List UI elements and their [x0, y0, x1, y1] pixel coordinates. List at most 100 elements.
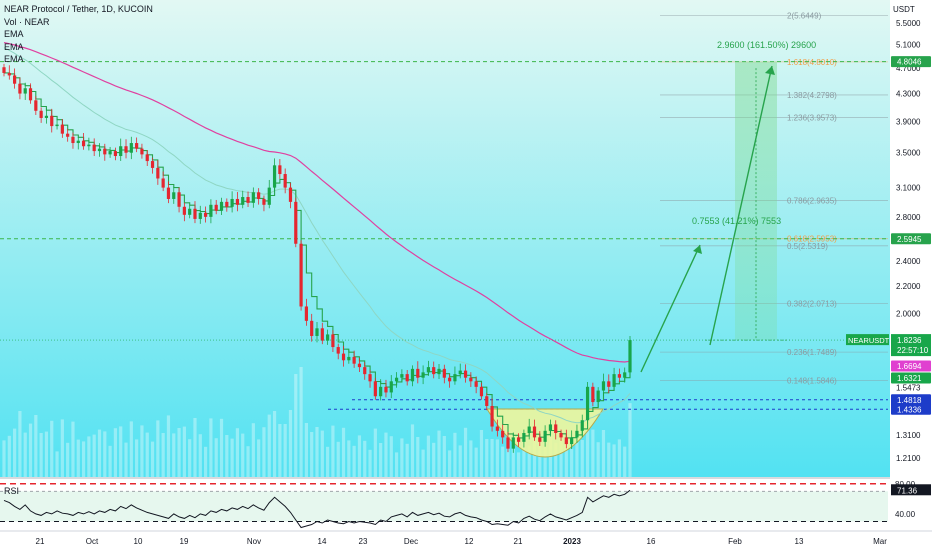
candle-body [490, 405, 494, 427]
volume-bar [501, 446, 505, 477]
price-tick-label: 4.3000 [896, 90, 921, 99]
badge-level-top-bg [891, 56, 931, 68]
volume-bar [463, 427, 468, 477]
indicator-volume[interactable]: Vol · NEAR [4, 16, 50, 27]
candle-body [564, 437, 568, 445]
candle-body [34, 100, 38, 111]
candle-body [55, 124, 59, 127]
candle-body [495, 426, 499, 431]
volume-bar [13, 428, 17, 477]
volume-bar [135, 439, 139, 477]
price-tick-label: 2.8000 [896, 213, 921, 222]
candle-body [278, 165, 282, 175]
volume-bar [591, 429, 595, 477]
volume-bar [570, 448, 574, 477]
volume-bar [389, 436, 393, 477]
price-tick-label: 1.3100 [896, 431, 921, 440]
badge-ema-slow: 1.6694 [897, 362, 922, 371]
volume-bar [2, 440, 6, 477]
time-tick-label: 2023 [563, 537, 581, 546]
volume-bar [76, 439, 80, 477]
price-tick-label: 5.5000 [896, 19, 921, 28]
candle-body [113, 151, 118, 157]
candle-body [235, 198, 240, 205]
chart-legend: NEAR Protocol / Tether, 1D, KUCOIN Vol ·… [4, 3, 153, 66]
candle-body [612, 374, 616, 387]
volume-bar [18, 411, 22, 477]
candle-body [214, 204, 218, 211]
candle-body [81, 140, 86, 147]
volume-bar [331, 425, 335, 477]
volume-bar [172, 433, 176, 477]
candle-body [341, 353, 346, 361]
rsi-label[interactable]: RSI [4, 486, 20, 496]
badge-level-top: 4.8046 [897, 58, 922, 67]
volume-bar [580, 440, 584, 477]
volume-bar [103, 431, 107, 477]
candle-body [18, 83, 22, 94]
time-tick-label: 12 [465, 537, 474, 546]
candle-body [310, 320, 314, 336]
candle-body [66, 133, 70, 137]
price-tick-label: 3.5000 [896, 149, 921, 158]
badge-countdown: 22:57:10 [897, 346, 929, 355]
volume-bar [442, 436, 446, 477]
volume-bar [617, 439, 621, 477]
time-tick-label: 16 [647, 537, 656, 546]
candle-body [50, 115, 54, 127]
volume-bar [426, 435, 431, 477]
candle-body [373, 381, 377, 397]
candle-body [219, 201, 224, 211]
candle-body [150, 161, 155, 168]
candle-body [288, 187, 293, 202]
volume-bar [559, 432, 563, 477]
volume-bar [304, 423, 308, 477]
indicator-ema-3[interactable]: EMA [4, 54, 24, 64]
volume-bar [347, 440, 351, 477]
candle-body [44, 115, 49, 118]
candle-body [400, 374, 404, 378]
volume-bar [50, 420, 54, 477]
volume-bar [352, 445, 356, 477]
price-tick-label: 5.1000 [896, 41, 921, 50]
candle-body [426, 367, 431, 373]
candle-body [384, 386, 388, 393]
candle-body [172, 192, 176, 199]
badge-level-blue-1-bg [891, 394, 931, 406]
volume-bar [527, 445, 531, 477]
candle-body [543, 430, 547, 442]
candle-body [570, 437, 574, 445]
candle-body [448, 377, 452, 382]
price-tick-label: 4.7000 [896, 64, 921, 73]
candle-body [87, 144, 91, 147]
symbol-title[interactable]: NEAR Protocol / Tether, 1D, KUCOIN [4, 4, 153, 14]
candle-body [135, 143, 139, 149]
badge-price-bg [891, 334, 931, 357]
candle-body [28, 88, 33, 101]
volume-bar [410, 424, 415, 477]
volume-bar [129, 421, 133, 477]
time-tick-label: 10 [134, 537, 143, 546]
time-tick-label: Nov [247, 537, 261, 546]
candle-body [432, 367, 436, 375]
candle-body [442, 368, 446, 378]
volume-bar [516, 452, 521, 477]
badge-rsi-bg [891, 484, 931, 496]
badge-level-blue-2: 1.4336 [897, 405, 922, 414]
volume-bar [182, 426, 186, 477]
arrow-big-line [709, 65, 773, 346]
volume-bar [485, 439, 489, 477]
indicator-ema-2[interactable]: EMA [4, 41, 24, 52]
volume-bar [294, 374, 298, 477]
volume-bar [113, 428, 118, 477]
candle-body [379, 386, 383, 397]
volume-bar [235, 428, 240, 477]
indicator-ema-1[interactable]: EMA [4, 29, 24, 39]
time-axis[interactable]: 21 Oct 10 19 Nov 14 23 Dec 12 21 2023 16 Feb 13 Mar [36, 537, 888, 546]
volume-bar [310, 432, 314, 477]
candle-body [554, 424, 558, 433]
volume-bar [28, 423, 33, 477]
